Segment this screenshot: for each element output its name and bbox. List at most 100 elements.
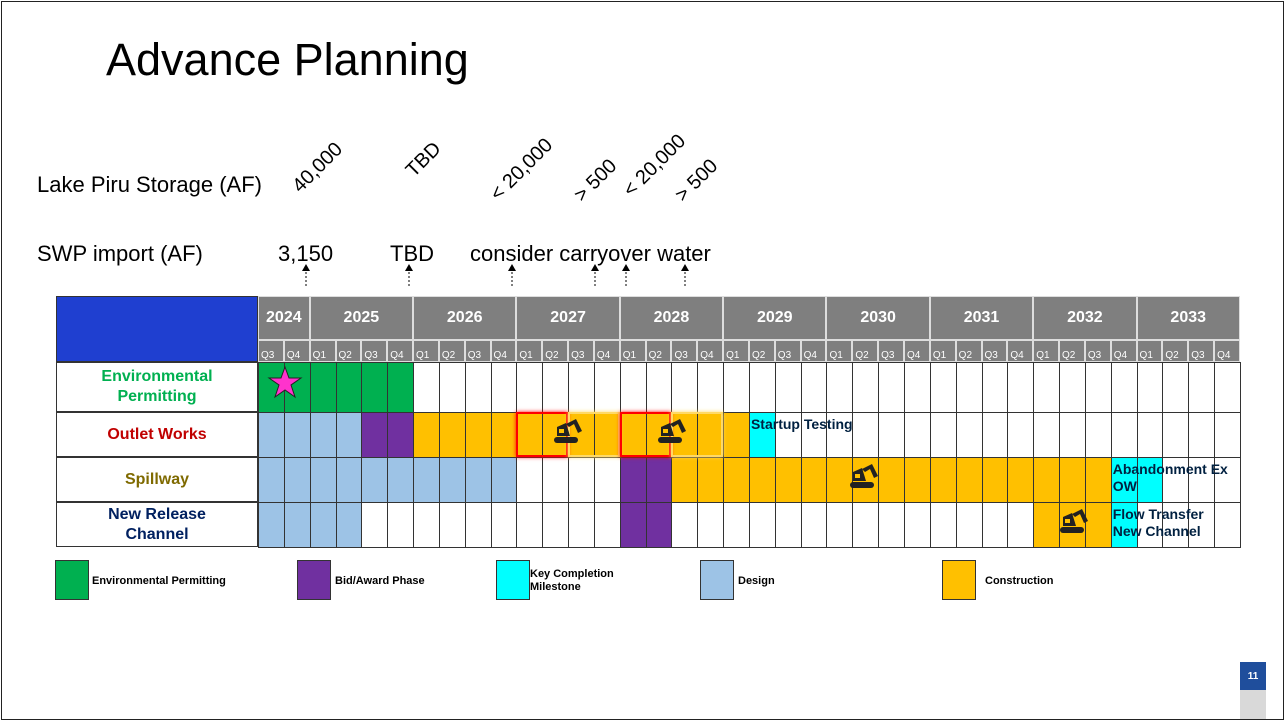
quarter-header: Q4	[800, 340, 827, 362]
cell	[1110, 412, 1138, 458]
cell	[542, 502, 570, 548]
quarter-header: Q3	[258, 340, 284, 362]
year-header: 2028	[619, 296, 724, 340]
bar-cell	[1033, 457, 1061, 503]
cell	[1110, 362, 1138, 413]
swp-value: 3,150	[278, 241, 334, 266]
quarter-header: Q3	[568, 340, 594, 362]
quarter-header: Q4	[1110, 340, 1137, 362]
bar-cell	[1059, 457, 1086, 503]
quarter-header: Q4	[387, 340, 414, 362]
legend-swatch	[942, 560, 976, 600]
quarter-header: Q3	[774, 340, 801, 362]
bar-cell	[438, 457, 466, 503]
year-header: 2026	[413, 296, 517, 340]
bar-cell	[1084, 502, 1112, 548]
bar-cell	[309, 362, 337, 413]
legend-label: Construction	[985, 574, 1054, 587]
quarter-header: Q2	[955, 340, 982, 362]
legend-swatch	[55, 560, 89, 600]
bar-cell	[490, 412, 518, 458]
excavator	[554, 419, 582, 443]
cell	[826, 362, 854, 413]
cell	[697, 502, 725, 548]
bar-cell	[723, 412, 750, 458]
bar-cell	[955, 457, 983, 503]
cell	[593, 457, 621, 503]
bar-cell	[335, 362, 363, 413]
bar-cell	[826, 457, 854, 503]
quarter-header: Q3	[981, 340, 1008, 362]
arrow	[622, 264, 630, 286]
arrow	[681, 264, 689, 286]
cell	[387, 502, 415, 548]
quarter-header: Q2	[542, 340, 569, 362]
cell	[542, 457, 570, 503]
bar-cell	[645, 457, 673, 503]
cell	[516, 457, 544, 503]
bar-cell	[258, 502, 285, 548]
quarter-header: Q1	[619, 340, 646, 362]
legend-label: Environmental Permitting	[92, 574, 226, 587]
year-header: 2033	[1136, 296, 1240, 340]
cell	[593, 362, 621, 413]
bar-cell	[1084, 457, 1112, 503]
swp-label: SWP import (AF)	[37, 241, 203, 266]
bar-cell	[387, 412, 415, 458]
bar-cell	[283, 457, 311, 503]
bar-cell	[904, 457, 931, 503]
bar-cell	[464, 412, 492, 458]
cell	[490, 362, 518, 413]
legend-swatch	[700, 560, 734, 600]
excavator	[850, 464, 878, 488]
quarter-header: Q3	[1084, 340, 1111, 362]
bar-cell	[335, 412, 363, 458]
swp-value: consider carryover water	[470, 241, 711, 266]
quarter-header: Q3	[671, 340, 698, 362]
cell	[671, 362, 699, 413]
bar-cell	[413, 412, 440, 458]
bar-cell	[335, 502, 363, 548]
excavator	[1060, 509, 1088, 533]
cell	[361, 502, 389, 548]
page-number: 11	[1240, 662, 1266, 690]
bar-cell	[258, 457, 285, 503]
cell	[516, 362, 544, 413]
cell	[1084, 362, 1112, 413]
cell	[878, 412, 905, 458]
bar-cell	[774, 457, 802, 503]
cell	[774, 502, 802, 548]
cell	[904, 412, 931, 458]
quarter-header: Q1	[826, 340, 853, 362]
quarter-header: Q2	[852, 340, 879, 362]
cell	[1136, 362, 1164, 413]
cell	[774, 362, 802, 413]
cell	[490, 502, 518, 548]
bar-cell	[309, 457, 337, 503]
year-header: 2032	[1033, 296, 1137, 340]
cell	[438, 502, 466, 548]
quarter-header: Q3	[361, 340, 388, 362]
cell	[929, 362, 957, 413]
bar-cell	[619, 457, 647, 503]
cell	[981, 412, 1009, 458]
cell	[1214, 412, 1241, 458]
quarter-header: Q4	[697, 340, 724, 362]
quarter-header: Q1	[516, 340, 543, 362]
cell	[593, 502, 621, 548]
year-header: 2027	[516, 296, 620, 340]
cell	[1136, 412, 1164, 458]
legend-label: Key Completion Milestone	[530, 568, 614, 593]
row-label: Outlet Works	[56, 412, 258, 457]
bar-cell	[309, 412, 337, 458]
year-header: 2024	[258, 296, 310, 340]
legend-swatch	[496, 560, 530, 600]
bar-cell	[593, 412, 621, 458]
arrow	[508, 264, 516, 286]
quarter-header: Q4	[1007, 340, 1034, 362]
quarter-header: Q3	[878, 340, 904, 362]
cell	[438, 362, 466, 413]
bar-cell	[748, 457, 776, 503]
bar-cell	[878, 457, 905, 503]
legend-label: Design	[738, 574, 775, 587]
